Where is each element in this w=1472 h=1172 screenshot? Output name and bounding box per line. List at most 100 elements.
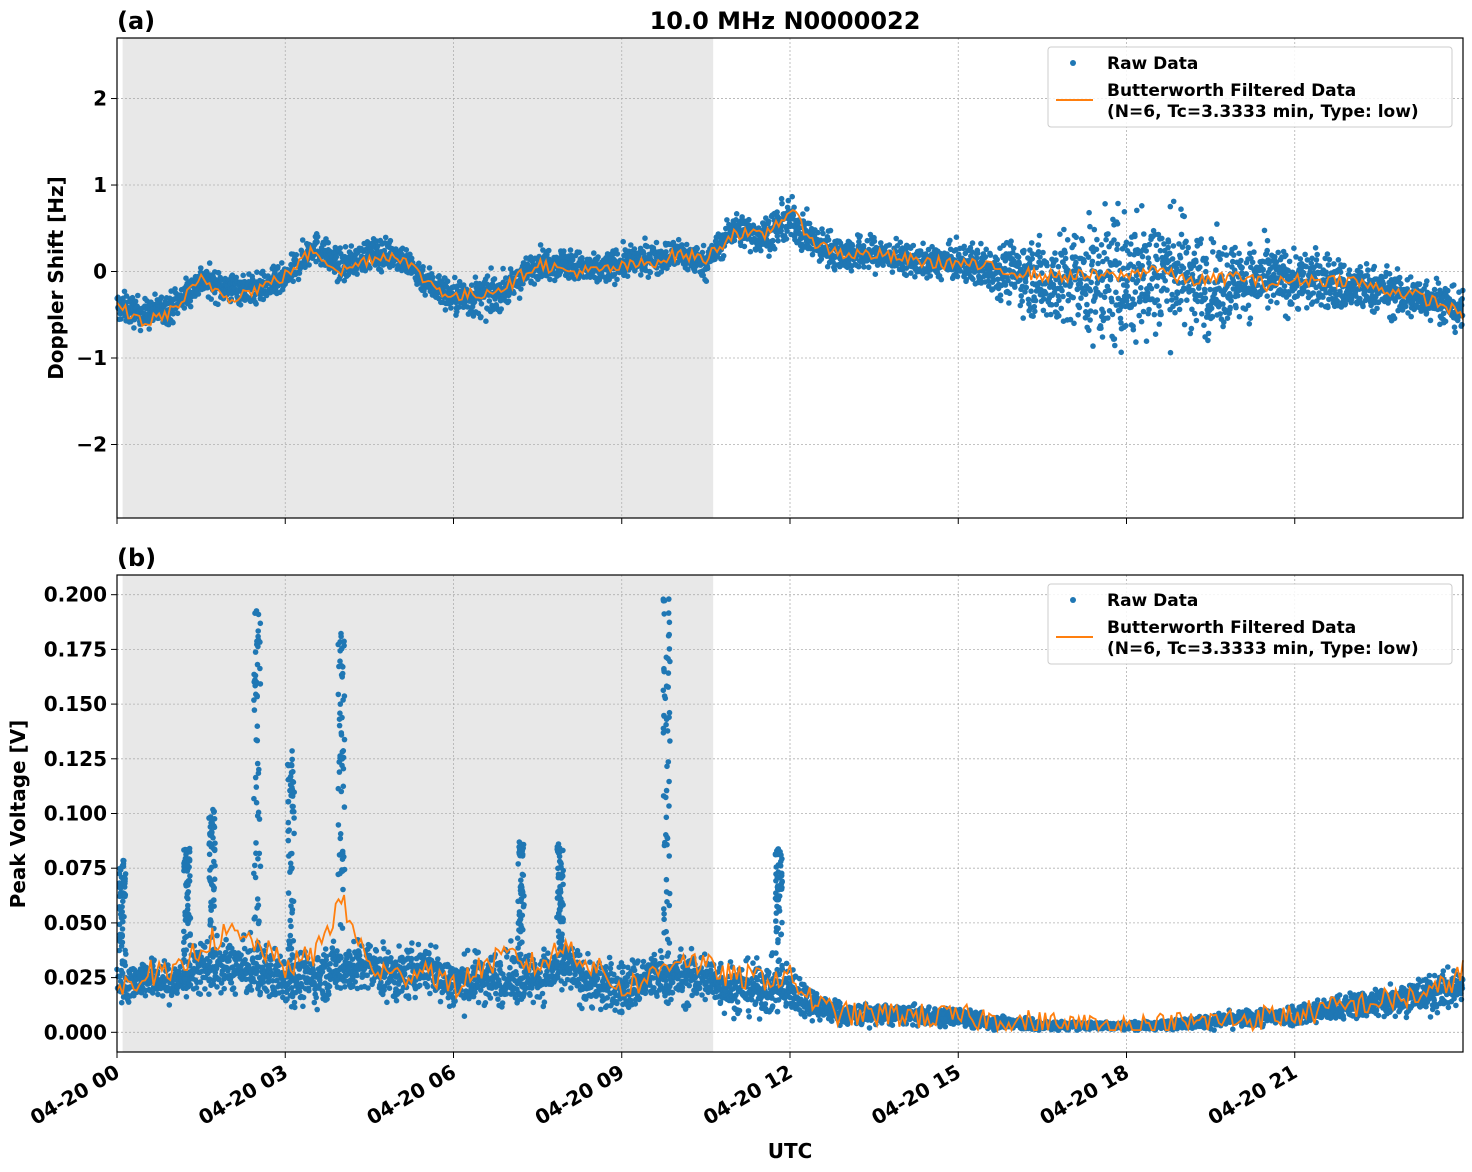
- raw-data-point: [1107, 274, 1114, 280]
- raw-data-point: [1294, 283, 1300, 289]
- raw-data-point: [456, 304, 462, 311]
- raw-data-point: [1135, 277, 1141, 284]
- y-tick-label: 1: [93, 173, 107, 197]
- raw-data-point: [1245, 302, 1252, 309]
- raw-data-point: [610, 251, 616, 257]
- raw-data-point: [733, 211, 740, 217]
- raw-data-point: [250, 955, 256, 961]
- y-tick-label: 2: [93, 87, 107, 111]
- raw-data-point: [201, 944, 208, 950]
- raw-data-point: [1040, 307, 1047, 314]
- raw-data-point: [1302, 251, 1308, 258]
- raw-data-point: [978, 240, 984, 247]
- raw-data-point: [1178, 231, 1185, 238]
- raw-data-point: [1221, 244, 1228, 251]
- raw-data-point: [576, 249, 583, 256]
- raw-data-point: [444, 278, 451, 285]
- raw-data-point: [248, 987, 255, 993]
- raw-data-point: [642, 235, 648, 241]
- raw-data-point: [448, 305, 454, 311]
- legend-a: Raw Data Butterworth Filtered Data (N=6,…: [1047, 46, 1453, 128]
- raw-data-point: [354, 271, 360, 277]
- raw-data-point: [1073, 259, 1079, 266]
- raw-data-point: [1181, 213, 1187, 220]
- raw-data-point: [1403, 303, 1409, 310]
- raw-data-point: [758, 247, 764, 254]
- raw-data-point: [1078, 295, 1084, 301]
- raw-data-point: [478, 301, 485, 307]
- raw-data-point: [938, 276, 945, 283]
- raw-data-point: [1201, 322, 1207, 329]
- raw-data-point: [1281, 283, 1288, 289]
- raw-data-point: [1274, 299, 1280, 306]
- raw-data-point: [325, 239, 332, 246]
- raw-data-point: [1431, 286, 1438, 293]
- raw-data-point: [1158, 311, 1164, 318]
- raw-data-point: [628, 242, 634, 248]
- raw-data-point: [910, 242, 917, 249]
- raw-data-point: [1154, 283, 1160, 290]
- raw-data-point: [1337, 269, 1344, 276]
- raw-data-point: [242, 957, 248, 963]
- raw-data-point: [1115, 200, 1121, 207]
- raw-data-point: [1021, 247, 1027, 254]
- raw-data-point: [1247, 315, 1254, 322]
- raw-data-point: [260, 296, 267, 303]
- legend-filtered-label-a-1: Butterworth Filtered Data: [1107, 81, 1356, 101]
- raw-data-point: [486, 298, 493, 304]
- raw-data-point: [204, 938, 211, 945]
- raw-data-point: [692, 268, 698, 275]
- raw-data-point: [1114, 241, 1121, 248]
- raw-data-point: [1106, 287, 1112, 294]
- raw-data-point: [1264, 237, 1271, 244]
- raw-data-point: [720, 253, 727, 259]
- raw-data-point: [1102, 201, 1108, 207]
- raw-data-point: [1188, 325, 1195, 332]
- raw-data-point: [498, 306, 505, 312]
- raw-data-point: [1396, 274, 1403, 281]
- raw-data-point: [1099, 334, 1106, 340]
- raw-data-point: [421, 287, 427, 294]
- raw-data-point: [861, 264, 867, 270]
- raw-data-point: [1326, 256, 1333, 263]
- raw-data-point: [1114, 246, 1120, 253]
- raw-data-point: [311, 999, 318, 1006]
- raw-data-point: [1081, 258, 1087, 265]
- raw-data-point: [158, 294, 165, 301]
- raw-data-point: [1136, 312, 1142, 319]
- raw-data-point: [683, 241, 690, 248]
- raw-data-point: [131, 325, 137, 331]
- raw-data-point: [454, 308, 460, 315]
- raw-data-point: [1134, 207, 1140, 214]
- raw-data-point: [1152, 331, 1159, 338]
- raw-data-point: [214, 932, 220, 939]
- raw-data-point: [1148, 285, 1155, 292]
- raw-data-point: [1233, 304, 1239, 311]
- raw-data-point: [1220, 301, 1226, 307]
- raw-data-point: [1162, 277, 1168, 284]
- raw-data-point: [1440, 310, 1447, 317]
- raw-data-point: [1079, 237, 1086, 244]
- raw-data-point: [1167, 349, 1174, 356]
- raw-data-point: [1097, 269, 1103, 275]
- raw-data-point: [1325, 262, 1332, 268]
- raw-data-point: [460, 282, 467, 288]
- raw-data-point: [1320, 294, 1326, 300]
- raw-data-point: [1227, 304, 1233, 311]
- raw-data-point: [1103, 236, 1109, 243]
- raw-data-point: [616, 269, 623, 276]
- raw-data-point: [1184, 297, 1190, 304]
- raw-data-point: [1235, 292, 1241, 299]
- raw-data-point: [1213, 267, 1219, 273]
- raw-data-point: [232, 991, 239, 997]
- raw-data-point: [1076, 304, 1083, 311]
- raw-data-point: [1022, 279, 1029, 285]
- raw-data-point: [663, 249, 669, 255]
- raw-data-point: [1185, 244, 1191, 251]
- raw-data-point: [238, 952, 244, 958]
- raw-data-point: [299, 237, 306, 243]
- raw-data-point: [1451, 324, 1458, 331]
- raw-data-point: [770, 237, 776, 244]
- raw-data-point: [1129, 296, 1136, 303]
